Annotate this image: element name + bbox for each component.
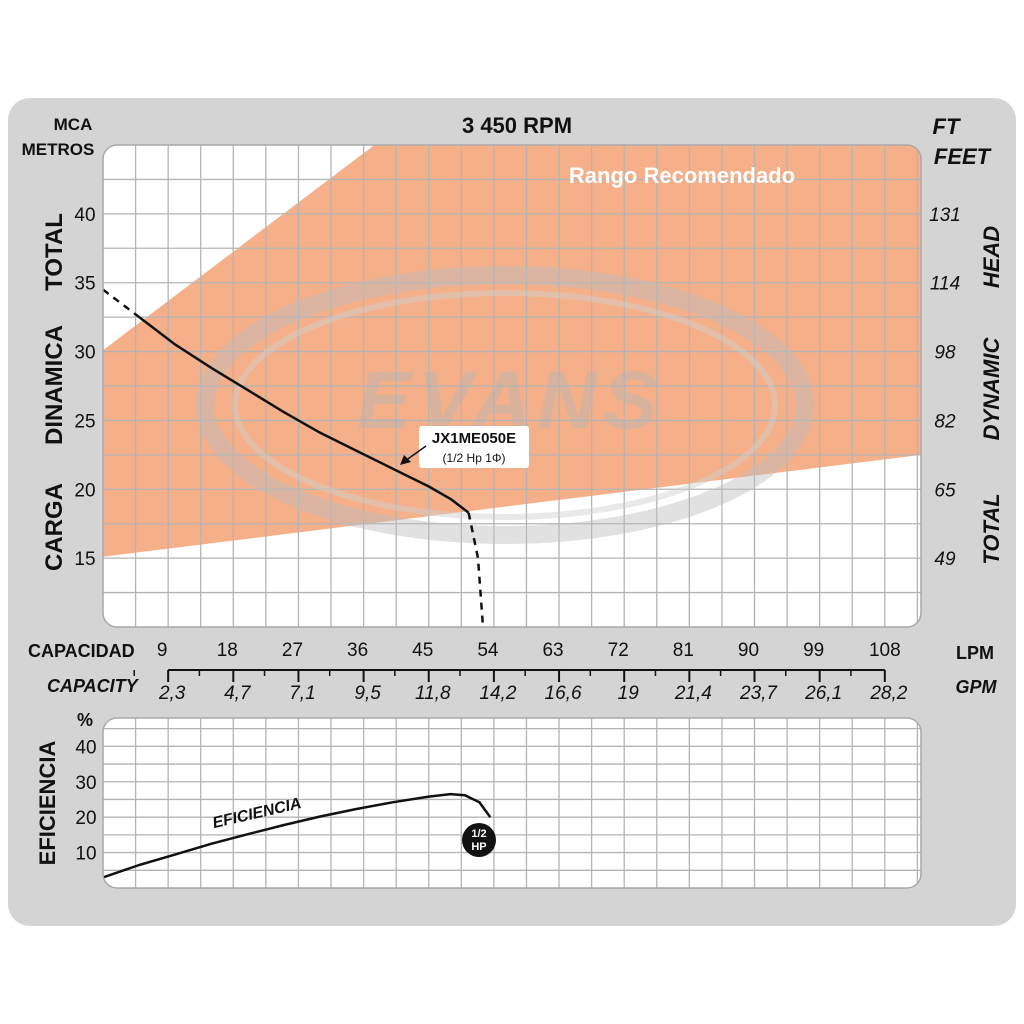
x-tick-label-lpm: 63 xyxy=(542,640,563,661)
efficiency-y-ticks: 10 20 30 40 xyxy=(75,737,96,864)
pump-label-callout: JX1ME050E (1/2 Hp 1Φ) xyxy=(400,426,529,468)
lpm-unit-label: LPM xyxy=(956,643,994,663)
pump-power-label: (1/2 Hp 1Φ) xyxy=(443,451,506,465)
x-tick-label-lpm: 90 xyxy=(738,640,759,661)
efficiency-y-tick-label: 40 xyxy=(75,737,96,758)
x-tick-label-gpm: 19 xyxy=(618,683,640,704)
x-tick-label-gpm: 23,7 xyxy=(739,683,778,704)
right-axis-word-head: HEAD xyxy=(979,226,1004,288)
y-tick-label-left: 40 xyxy=(74,205,95,226)
right-axis-word-dynamic: DYNAMIC xyxy=(979,337,1004,441)
x-tick-label-gpm: 14,2 xyxy=(479,683,516,704)
x-tick-label-lpm: 72 xyxy=(608,640,629,661)
chart-title: 3 450 RPM xyxy=(462,113,572,138)
y-tick-label-left: 25 xyxy=(74,411,95,432)
efficiency-grid xyxy=(103,718,921,888)
y-tick-label-right: 114 xyxy=(930,274,960,295)
efficiency-axis-label: EFICIENCIA xyxy=(35,741,60,866)
x-tick-label-gpm: 7,1 xyxy=(289,683,315,704)
x-tick-label-lpm: 99 xyxy=(803,640,824,661)
gpm-unit-label: GPM xyxy=(955,677,997,697)
efficiency-y-tick-label: 10 xyxy=(75,844,96,865)
x-tick-label-gpm: 28,2 xyxy=(869,683,907,704)
y-tick-label-right: 98 xyxy=(934,343,956,364)
y-tick-label-right: 131 xyxy=(929,205,961,226)
y-tick-label-left: 35 xyxy=(74,274,95,295)
y-tick-label-right: 49 xyxy=(934,549,956,570)
x-tick-label-lpm: 18 xyxy=(217,640,238,661)
capacity-gpm-label: CAPACITY xyxy=(47,676,140,696)
left-unit-label: MCA xyxy=(54,115,93,134)
y-tick-label-right: 65 xyxy=(934,480,956,501)
hp-badge: 1/2 HP xyxy=(462,823,496,857)
efficiency-curve-group xyxy=(103,792,492,879)
capacity-lpm-label: CAPACIDAD xyxy=(28,641,135,661)
efficiency-y-tick-label: 20 xyxy=(75,808,96,829)
x-tick-label-gpm: 4,7 xyxy=(224,683,252,704)
hp-badge-top: 1/2 xyxy=(471,828,486,840)
recommended-range-label: Rango Recomendado xyxy=(569,163,795,188)
y-tick-label-left: 30 xyxy=(74,343,95,364)
y-tick-label-left: 15 xyxy=(74,549,95,570)
head-y-ticks: 15 20 25 30 35 40 49 65 82 98 114 131 xyxy=(74,205,960,570)
pump-curve-dashed-end xyxy=(467,512,485,627)
x-tick-label-lpm: 9 xyxy=(157,640,168,661)
x-tick-label-gpm: 21,4 xyxy=(674,683,712,704)
x-tick-label-gpm: 9,5 xyxy=(354,683,381,704)
x-tick-label-gpm: 11,8 xyxy=(415,683,451,704)
x-tick-label-gpm: 26,1 xyxy=(804,683,842,704)
x-tick-label-lpm: 108 xyxy=(869,640,901,661)
hp-badge-bottom: HP xyxy=(471,841,486,853)
left-unit-label-2: METROS xyxy=(22,140,95,159)
efficiency-unit-label: % xyxy=(77,710,93,730)
x-tick-label-lpm: 27 xyxy=(282,640,303,661)
left-axis-word-carga: CARGA xyxy=(41,483,68,571)
right-unit-label-2: FEET xyxy=(934,144,992,169)
left-axis-word-dinamica: DINAMICA xyxy=(41,325,68,445)
callout-arrow-head xyxy=(400,455,411,465)
y-tick-label-right: 82 xyxy=(934,411,956,432)
x-tick-label-lpm: 36 xyxy=(347,640,368,661)
right-axis-word-total: TOTAL xyxy=(979,493,1004,564)
pump-curve-group xyxy=(103,288,485,627)
efficiency-y-tick-label: 30 xyxy=(75,773,96,794)
right-unit-label: FT xyxy=(933,114,961,139)
y-tick-label-left: 20 xyxy=(74,480,95,501)
efficiency-curve-line xyxy=(103,792,492,879)
hp-badge-circle xyxy=(462,823,496,857)
x-tick-label-gpm: 2,3 xyxy=(158,683,186,704)
x-tick-label-gpm: 16,6 xyxy=(545,683,582,704)
efficiency-plot-area xyxy=(103,718,921,888)
pump-curve-line xyxy=(138,316,470,514)
left-axis-word-total: TOTAL xyxy=(41,213,68,291)
x-tick-label-lpm: 81 xyxy=(673,640,694,661)
x-tick-label-lpm: 54 xyxy=(477,640,499,661)
callout-arrow xyxy=(404,445,427,462)
pump-model-label: JX1ME050E xyxy=(432,430,516,447)
x-tick-label-lpm: 45 xyxy=(412,640,433,661)
head-grid xyxy=(103,145,921,627)
capacity-axis: 9 2,3 18 4,7 27 7,1 36 9,5 45 11,8 54 14,2 63 16,6 72 1… xyxy=(133,640,908,704)
